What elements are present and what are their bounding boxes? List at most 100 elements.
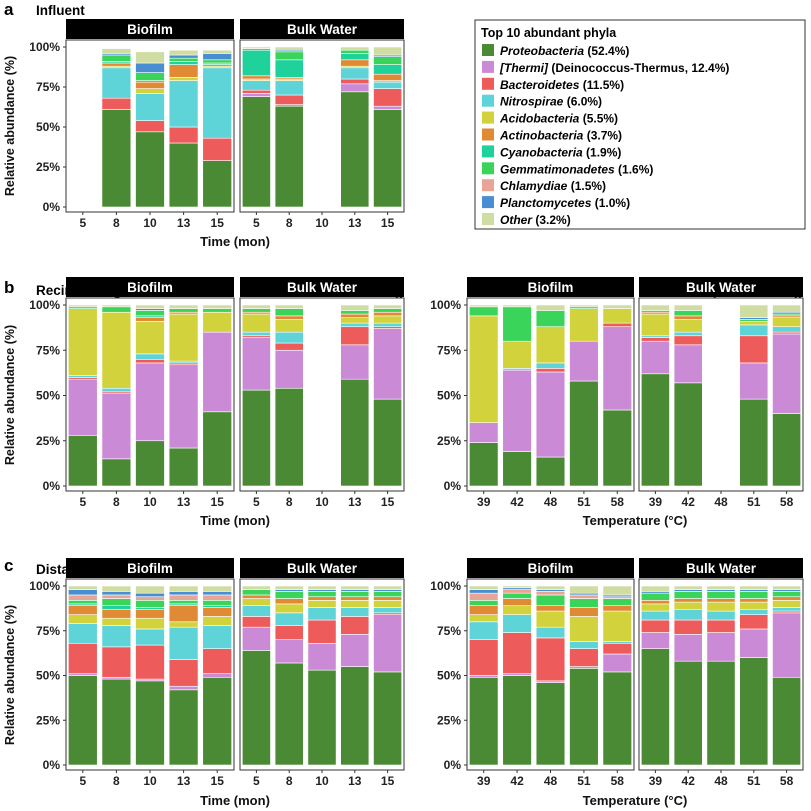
x-tick-label: 15 (211, 216, 225, 230)
bar-segment (168, 308, 199, 313)
bar-segment (469, 614, 499, 623)
bar-segment (241, 80, 271, 91)
bar-segment (739, 628, 769, 658)
bar-segment (673, 619, 703, 635)
x-tick-label: 51 (577, 495, 591, 509)
bar-segment (706, 591, 736, 599)
bar-segment (168, 57, 199, 62)
bar-segment (706, 601, 736, 612)
bar-segment (640, 340, 670, 375)
bar-segment (274, 319, 304, 333)
bar-segment (340, 634, 370, 667)
bar-segment (274, 639, 304, 664)
bar-segment (373, 56, 403, 65)
bar-segment (202, 594, 232, 601)
bar-segment (340, 49, 370, 54)
bar-segment (640, 603, 670, 612)
y-tick-label: 0% (43, 200, 61, 214)
bar-segment (274, 625, 304, 641)
bar-segment (373, 105, 403, 110)
bar-segment (202, 308, 232, 313)
bar-segment (739, 362, 769, 400)
bar-segment (469, 304, 499, 308)
bar-segment (673, 598, 703, 603)
bar-segment (135, 317, 165, 322)
bar-segment (373, 81, 403, 89)
bar-segment (241, 313, 271, 333)
bar-segment (274, 304, 304, 309)
bar-segment (202, 53, 232, 61)
bar-stack (602, 585, 632, 766)
bar-segment (168, 605, 199, 623)
facet-strip (66, 19, 234, 39)
y-tick-label: 100% (430, 298, 461, 312)
bar-segment (274, 46, 304, 51)
bar-segment (101, 306, 132, 313)
bar-segment (772, 304, 802, 313)
bar-segment (706, 660, 736, 766)
bar-segment (640, 648, 670, 766)
facet-c-R2: Bulk Water 39 42 48 51 58 (638, 558, 804, 788)
y-tick-label: 0% (43, 758, 61, 772)
bar-segment (569, 585, 599, 594)
x-tick-label: 13 (348, 216, 362, 230)
bar-segment (602, 409, 632, 487)
bar-segment (168, 142, 199, 208)
bar-stack (373, 304, 403, 487)
bar-segment (373, 73, 403, 81)
x-tick-label: 8 (286, 774, 293, 788)
bar-stack (373, 46, 403, 208)
x-tick-label: 58 (611, 495, 625, 509)
bar-segment (772, 326, 802, 333)
facet-c-L2: Bulk Water 5 8 10 13 15 (239, 558, 405, 788)
bar-segment (673, 344, 703, 384)
facet-c-R: Biofilm 39 42 48 51 58 0% 25% 50% 75% 100% Temperat… (430, 558, 687, 808)
bar-segment (202, 137, 232, 161)
bar-segment (569, 304, 599, 308)
bar-segment (241, 46, 271, 49)
bar-segment (772, 596, 802, 601)
legend-suffix: (1.5%) (567, 179, 606, 193)
bar-segment (101, 393, 132, 460)
bar-segment (340, 313, 370, 318)
bar-segment (168, 54, 199, 59)
bar-segment (307, 669, 337, 766)
x-tick-label: 5 (253, 495, 260, 509)
bar-segment (340, 317, 370, 324)
bar-segment (569, 340, 599, 382)
facet-strip (66, 558, 234, 578)
bar-segment (469, 600, 499, 606)
bar-stack (307, 585, 337, 766)
bar-segment (469, 592, 499, 601)
legend-title: Top 10 abundant phyla (481, 26, 617, 40)
bar-segment (68, 642, 98, 675)
bar-segment (135, 353, 165, 360)
bar-segment (168, 80, 199, 128)
legend-label: Proteobacteria (52.4%) (500, 44, 629, 58)
bar-segment (202, 304, 232, 309)
bar-segment (241, 589, 271, 596)
facet-strip (639, 277, 803, 297)
bar-segment (340, 91, 370, 208)
bar-segment (602, 322, 632, 328)
bar-segment (168, 304, 199, 309)
bar-segment (739, 335, 769, 364)
legend: Top 10 abundant phyla Proteobacteria (52.… (474, 19, 806, 230)
bar-segment (373, 88, 403, 107)
bar-segment (373, 109, 403, 208)
x-tick-label: 5 (79, 774, 86, 788)
bar-segment (168, 126, 199, 144)
bar-segment (101, 598, 132, 606)
bar-segment (673, 310, 703, 317)
bar-segment (772, 591, 802, 598)
legend-swatch (482, 94, 494, 107)
y-axis-label: Relative abundance (%) (3, 605, 17, 745)
legend-label: Actinobacteria (3.7%) (499, 129, 622, 143)
bar-segment (706, 585, 736, 590)
legend-swatch (482, 162, 494, 175)
bar-segment (307, 607, 337, 621)
bar-segment (602, 605, 632, 612)
legend-suffix: (1.9%) (583, 145, 622, 159)
bar-segment (241, 605, 271, 617)
legend-suffix: (52.4%) (584, 44, 629, 58)
